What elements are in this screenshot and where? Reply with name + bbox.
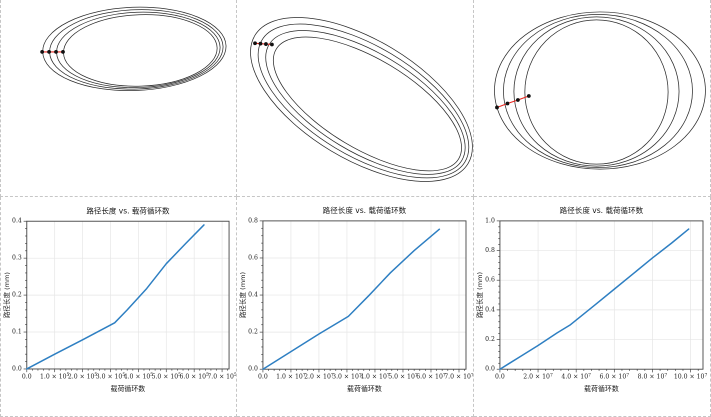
x-tick-label: 7.0 × 107 (444, 372, 473, 380)
chart-title: 路径长度 vs. 载荷循环数 (323, 205, 407, 215)
crack-path-marker-dot (47, 50, 51, 54)
y-tick-label: 0.4 (248, 292, 258, 299)
crack-front-ellipse (524, 19, 669, 165)
crack-path-marker-dot (258, 41, 263, 46)
x-tick-label: 0.0 (258, 374, 268, 381)
y-tick-label: 0.6 (248, 254, 258, 261)
y-tick-label: 0.1 (12, 329, 22, 336)
crack-front-panel-1 (0, 0, 237, 197)
crack-front-ellipse (42, 6, 227, 92)
y-axis-label: 路径长度 (mm) (238, 272, 247, 318)
x-tick-label: 3.0 × 107 (332, 372, 362, 380)
y-tick-label: 0.8 (248, 217, 258, 224)
crack-front-ellipse (257, 23, 470, 179)
y-tick-label: 0.0 (248, 366, 258, 373)
crack-front-svg-2 (250, 17, 473, 182)
x-tick-label: 0.0 (495, 374, 505, 381)
chart-title: 路径长度 vs. 载荷循环数 (86, 205, 170, 215)
y-tick-label: 0.4 (12, 218, 22, 225)
crack-path-marker-dot (505, 101, 510, 106)
crack-front-ellipse (272, 36, 462, 172)
y-tick-label: 0.2 (248, 329, 258, 336)
crack-front-ellipse (250, 17, 473, 182)
x-tick-label: 0.0 (22, 373, 32, 380)
crack-path-marker-dot (526, 94, 531, 98)
x-tick-label: 8.0 × 107 (638, 372, 668, 380)
crack-path-marker-dot (264, 42, 268, 46)
x-tick-label: 2.0 × 107 (523, 372, 553, 380)
crack-path-line (254, 42, 272, 46)
x-axis-label: 载荷循环数 (584, 384, 619, 393)
crack-front-ellipse (494, 11, 706, 170)
y-tick-label: 0.2 (485, 336, 495, 343)
x-tick-label: 7.0 × 105 (207, 372, 236, 380)
y-tick-label: 0.2 (12, 292, 22, 299)
path-length-chart-panel-1: 0.0 1.0 × 105 2.0 × 105 3.0 × 105 4.0 × 105 5… (0, 197, 237, 417)
x-tick-label: 1.0 × 107 (276, 372, 306, 380)
x-tick-label: 4.0 × 107 (360, 372, 390, 380)
crack-front-ellipse (49, 9, 224, 90)
crack-path-marker-dot (61, 50, 65, 54)
y-tick-label: 0.0 (12, 365, 22, 372)
x-tick-label: 1.0 × 105 (40, 372, 70, 380)
x-tick-label: 4.0 × 105 (124, 372, 154, 380)
crack-front-svg-3 (494, 11, 706, 170)
crack-path-marker-dot (54, 50, 58, 54)
path-length-series-line (499, 228, 690, 370)
y-tick-label: 0.0 (485, 366, 495, 373)
x-tick-label: 6.0 × 107 (600, 372, 630, 380)
y-tick-label: 0.6 (485, 277, 495, 284)
y-tick-label: 1.0 (485, 217, 495, 224)
crack-front-ellipse (503, 14, 693, 169)
chart-title: 路径长度 vs. 载荷循环数 (560, 205, 644, 215)
crack-front-panel-3 (474, 0, 711, 197)
y-axis-label: 路径长度 (mm) (475, 272, 484, 318)
crack-front-ellipse (513, 16, 680, 167)
x-axis-label: 载荷循环数 (111, 384, 146, 393)
x-tick-label: 2.0 × 107 (304, 372, 334, 380)
crack-path-line (496, 95, 530, 108)
crack-path-marker-dot (495, 105, 499, 110)
crack-path-marker-dot (515, 98, 520, 102)
x-tick-label: 6.0 × 105 (179, 372, 209, 380)
axes-frame (499, 220, 704, 370)
crack-path-marker-dot (253, 41, 257, 46)
crack-front-panel-2 (237, 0, 474, 197)
x-tick-label: 6.0 × 107 (416, 372, 446, 380)
crack-path-marker-dot (40, 50, 45, 54)
path-length-chart-svg-3: 0.0 2.0 × 107 4.0 × 107 6.0 × 107 8.0 × 107 1… (475, 205, 708, 393)
crack-path-marker-dot (270, 42, 274, 47)
path-length-chart-panel-2: 0.0 1.0 × 107 2.0 × 107 3.0 × 107 4.0 × 107 5… (237, 197, 474, 417)
y-tick-label: 0.8 (485, 247, 495, 254)
y-axis-label: 路径长度 (mm) (2, 272, 11, 318)
x-tick-label: 2.0 × 105 (68, 372, 98, 380)
x-tick-label: 4.0 × 107 (561, 372, 591, 380)
x-tick-label: 5.0 × 105 (152, 372, 182, 380)
x-tick-label: 3.0 × 105 (96, 372, 126, 380)
x-tick-label: 5.0 × 107 (388, 372, 418, 380)
path-length-series-line (26, 224, 205, 370)
x-axis-label: 载荷循环数 (347, 384, 382, 393)
crack-front-svg-1 (40, 6, 227, 92)
path-length-chart-panel-3: 0.0 2.0 × 107 4.0 × 107 6.0 × 107 8.0 × 107 1… (474, 197, 711, 417)
path-length-series-line (262, 228, 441, 370)
y-tick-label: 0.3 (12, 255, 22, 262)
crack-front-ellipse (56, 11, 221, 89)
y-tick-label: 0.4 (485, 306, 495, 313)
x-tick-label: 10.0 × 107 (674, 372, 708, 380)
